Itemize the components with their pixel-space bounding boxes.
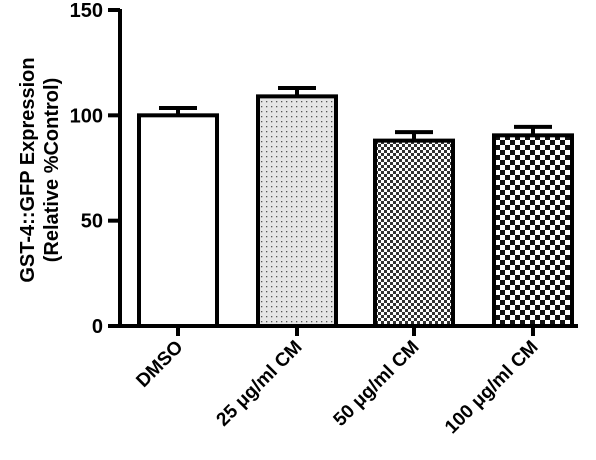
y-tick-label: 0 — [92, 316, 103, 338]
y-axis-title-line1: GST-4::GFP Expression — [17, 57, 39, 282]
bars — [137, 94, 574, 329]
bar — [137, 113, 219, 329]
y-tick-label: 50 — [81, 211, 103, 233]
error-bars — [159, 85, 552, 141]
x-category-label: 100 μg/ml CM — [441, 337, 542, 438]
bar — [373, 138, 455, 328]
x-category-label: 25 μg/ml CM — [213, 337, 307, 431]
x-category-label: 50 μg/ml CM — [330, 337, 424, 431]
x-category-labels: DMSO 25 μg/ml CM 50 μg/ml CM 100 μg/ml CM — [132, 326, 543, 438]
bar — [492, 133, 574, 328]
y-tick-label: 150 — [70, 0, 103, 22]
x-category-label: DMSO — [132, 337, 187, 392]
y-axis-title: GST-4::GFP Expression (Relative %Control… — [17, 57, 63, 282]
y-ticks: 0 50 100 150 — [70, 0, 120, 338]
y-axis-title-line2: (Relative %Control) — [41, 78, 63, 262]
y-tick-label: 100 — [70, 105, 103, 127]
bar — [256, 94, 338, 328]
